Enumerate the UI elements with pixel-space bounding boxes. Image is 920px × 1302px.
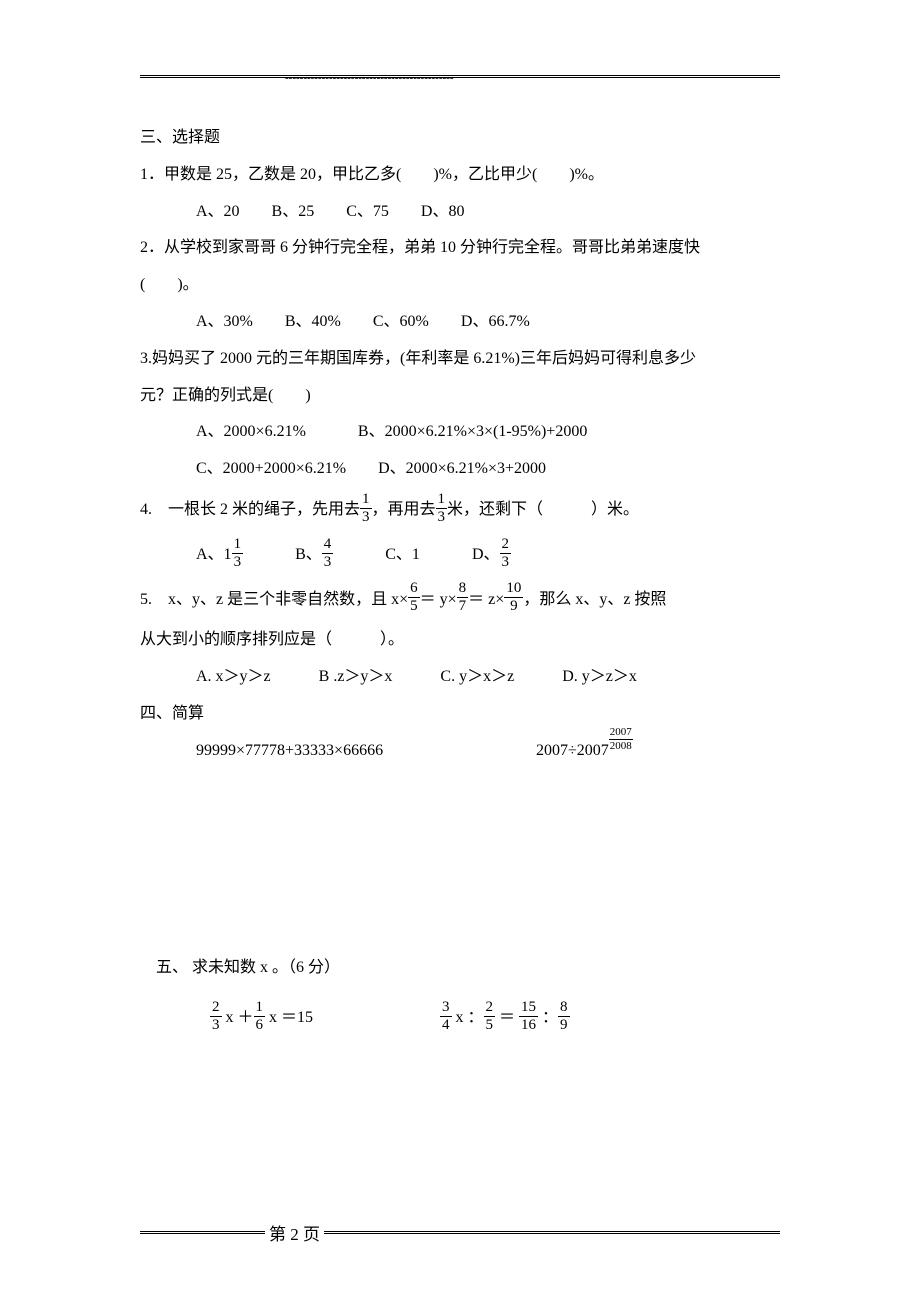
q4-option-d-frac: 23 bbox=[500, 537, 512, 570]
question-5-line1: 5. x、y、z 是三个非零自然数，且 x×65＝ y×87＝ z×109，那么… bbox=[140, 578, 780, 623]
q5-text-a: 5. x、y、z 是三个非零自然数，且 x× bbox=[140, 591, 408, 608]
q4-option-a-pre: A、1 bbox=[196, 546, 232, 563]
q4-option-b-frac: 43 bbox=[322, 537, 334, 570]
page-number: 第 2 页 bbox=[265, 1220, 324, 1245]
section-5-title: 五、 求未知数 x 。（6 分） bbox=[140, 950, 780, 987]
equation-row: 23 x ＋16 x ＝15 34 x ：25 ＝ 1516 ：89 bbox=[140, 996, 780, 1041]
q4-option-d-pre: D、 bbox=[472, 546, 500, 563]
section-3-title: 三、选择题 bbox=[140, 120, 780, 157]
q3-option-c: C、2000+2000×6.21% bbox=[196, 460, 346, 477]
question-3-options-row2: C、2000+2000×6.21% D、2000×6.21%×3+2000 bbox=[140, 451, 780, 488]
eq2-frac-2: 25 bbox=[484, 1000, 496, 1033]
question-2-options: A、30% B、40% C、60% D、66.7% bbox=[140, 304, 780, 341]
eq1-frac-1: 23 bbox=[210, 1000, 222, 1033]
question-2-line1: 2．从学校到家哥哥 6 分钟行完全程，弟弟 10 分钟行完全程。哥哥比弟弟速度快 bbox=[140, 230, 780, 267]
q5-frac-3: 109 bbox=[504, 581, 523, 614]
q3-option-d: D、2000×6.21%×3+2000 bbox=[378, 460, 546, 477]
q3-option-b: B、2000×6.21%×3×(1-95%)+2000 bbox=[358, 423, 587, 440]
question-3-line1: 3.妈妈买了 2000 元的三年期国库券，(年利率是 6.21%)三年后妈妈可得… bbox=[140, 341, 780, 378]
section-4-title: 四、简算 bbox=[140, 696, 780, 733]
q4-option-a-frac: 13 bbox=[232, 537, 244, 570]
q4-text-a: 4. 一根长 2 米的绳子，先用去 bbox=[140, 501, 360, 518]
eq2-frac-4: 89 bbox=[558, 1000, 570, 1033]
header-dashes: ----------------------------------------… bbox=[285, 72, 454, 84]
q5-eq2: ＝ z× bbox=[468, 591, 504, 608]
q5-text-b: ，那么 x、y、z 按照 bbox=[523, 591, 666, 608]
eq2-frac-3: 1516 bbox=[519, 1000, 538, 1033]
calc-expression-2: 2007÷200720072008 bbox=[536, 733, 780, 770]
question-1: 1．甲数是 25，乙数是 20，甲比乙多( )%，乙比甲少( )%。 bbox=[140, 157, 780, 194]
equation-2: 34 x ：25 ＝ 1516 ：89 bbox=[440, 996, 570, 1041]
calc-row: 99999×77778+33333×66666 2007÷20072007200… bbox=[140, 733, 780, 770]
q5-eq1: ＝ y× bbox=[420, 591, 457, 608]
document-content: 三、选择题 1．甲数是 25，乙数是 20，甲比乙多( )%，乙比甲少( )%。… bbox=[140, 80, 780, 1041]
question-4: 4. 一根长 2 米的绳子，先用去13，再用去13米，还剩下（ ）米。 bbox=[140, 488, 780, 533]
page-footer: 第 2 页 ----------------------------------… bbox=[140, 1231, 780, 1234]
question-4-options: A、113 B、43 C、1 D、23 bbox=[140, 533, 780, 578]
q3-option-a: A、2000×6.21% bbox=[196, 423, 306, 440]
question-5-line2: 从大到小的顺序排列应是（ ）。 bbox=[140, 622, 780, 659]
footer-dashes: ---------------------------------------- bbox=[400, 1225, 547, 1237]
calc2-superfrac: 20072008 bbox=[609, 727, 633, 752]
q4-option-c: C、1 bbox=[385, 546, 420, 563]
q4-option-b-pre: B、 bbox=[295, 546, 322, 563]
calc-expression-1: 99999×77778+33333×66666 bbox=[196, 733, 536, 770]
q4-frac-2: 13 bbox=[436, 492, 448, 525]
eq1-frac-2: 16 bbox=[254, 1000, 266, 1033]
question-5-options: A. x＞y＞z B .z＞y＞x C. y＞x＞z D. y＞z＞x bbox=[140, 659, 780, 696]
question-3-line2: 元？正确的列式是( ) bbox=[140, 378, 780, 415]
q5-frac-2: 87 bbox=[457, 581, 469, 614]
q4-frac-1: 13 bbox=[360, 492, 372, 525]
q4-text-b: ，再用去 bbox=[372, 501, 436, 518]
question-1-options: A、20 B、25 C、75 D、80 bbox=[140, 194, 780, 231]
q4-text-c: 米，还剩下（ ）米。 bbox=[447, 501, 639, 518]
equation-1: 23 x ＋16 x ＝15 bbox=[210, 996, 440, 1041]
question-3-options-row1: A、2000×6.21% B、2000×6.21%×3×(1-95%)+2000 bbox=[140, 414, 780, 451]
header-rule: ----------------------------------------… bbox=[140, 75, 780, 78]
question-2-line2: ( )。 bbox=[140, 267, 780, 304]
eq2-frac-1: 34 bbox=[440, 1000, 452, 1033]
q5-frac-1: 65 bbox=[408, 581, 420, 614]
